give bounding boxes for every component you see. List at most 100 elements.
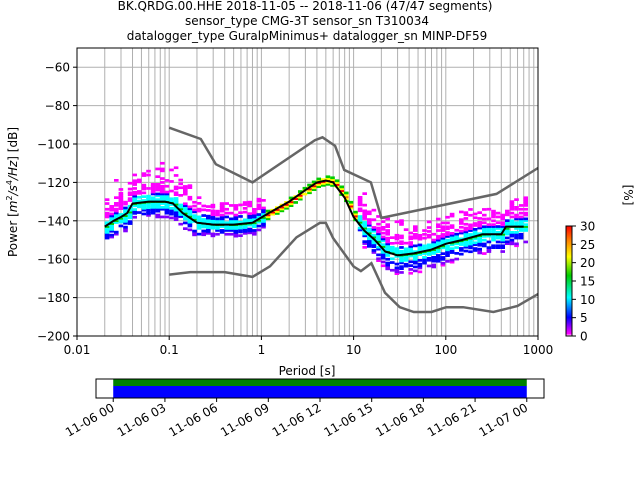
histogram-cell (482, 238, 487, 242)
histogram-cell (463, 240, 469, 243)
histogram-cell (376, 234, 381, 237)
histogram-cell (514, 221, 519, 225)
histogram-cell (491, 223, 496, 226)
histogram-cell (210, 205, 216, 209)
histogram-cell (196, 207, 202, 211)
histogram-cell (486, 207, 492, 211)
histogram-cell (206, 220, 211, 224)
histogram-cell (445, 250, 450, 254)
histogram-cell (518, 223, 524, 226)
y-tick-label: −80 (45, 99, 70, 113)
histogram-cell (123, 208, 128, 212)
histogram-cell (500, 244, 505, 248)
histogram-cell (252, 209, 257, 213)
high-noise-model-line (168, 126, 539, 220)
histogram-cell (394, 249, 400, 252)
histogram-cell (523, 211, 528, 215)
histogram-cell (109, 216, 114, 220)
histogram-cell (137, 203, 142, 207)
histogram-cell (321, 178, 326, 181)
histogram-cell (472, 212, 478, 216)
histogram-cell (261, 222, 266, 225)
histogram-cell (183, 202, 188, 206)
histogram-cell (422, 258, 427, 261)
histogram-cell (362, 221, 367, 224)
histogram-cell (385, 265, 390, 269)
histogram-cell (505, 213, 510, 217)
histogram-cell (500, 238, 505, 242)
histogram-cell (215, 213, 220, 217)
histogram-cell (132, 192, 137, 196)
histogram-cell (523, 202, 528, 205)
histogram-cell (256, 207, 262, 211)
histogram-cell (426, 220, 432, 224)
histogram-cell (491, 236, 496, 240)
histogram-cell (380, 239, 386, 243)
histogram-cell (518, 219, 524, 223)
histogram-cell (367, 212, 372, 216)
histogram-cell (523, 219, 528, 223)
histogram-cell (155, 209, 160, 213)
histogram-cell (325, 181, 331, 184)
histogram-cell (247, 223, 252, 227)
histogram-cell (242, 207, 248, 210)
histogram-cell (150, 211, 156, 215)
histogram-cell (385, 240, 390, 244)
histogram-cell (505, 236, 510, 240)
histogram-cell (500, 236, 505, 240)
ylabel-part: Power [ (6, 212, 20, 257)
histogram-cell (367, 220, 372, 223)
colorbar-tick-label: 25 (580, 238, 595, 252)
histogram-cell (150, 209, 156, 213)
histogram-cell (104, 211, 110, 215)
histogram-cell (164, 198, 170, 201)
histogram-cell (265, 213, 271, 217)
histogram-cell (514, 206, 519, 209)
histogram-cell (164, 190, 170, 194)
histogram-cell (252, 208, 257, 211)
histogram-cell (275, 208, 280, 211)
histogram-cell (187, 186, 193, 189)
histogram-cell (399, 221, 404, 224)
histogram-cell (311, 184, 317, 188)
histogram-cell (104, 202, 110, 205)
histogram-cell (173, 191, 179, 195)
histogram-cell (399, 240, 404, 244)
histogram-cell (505, 219, 510, 222)
histogram-cell (201, 233, 206, 237)
histogram-cell (403, 257, 409, 260)
histogram-cell (500, 232, 505, 236)
histogram-cell (413, 225, 418, 228)
histogram-cell (316, 183, 321, 186)
histogram-cell (229, 211, 234, 215)
histogram-cell (371, 245, 377, 248)
histogram-cell (509, 234, 515, 238)
histogram-cell (482, 221, 487, 225)
histogram-cell (146, 169, 151, 173)
histogram-cell (417, 235, 423, 239)
histogram-cell (463, 211, 469, 214)
histogram-cell (192, 210, 197, 214)
histogram-cell (150, 207, 156, 211)
histogram-cell (403, 249, 409, 253)
histogram-cell (224, 207, 229, 211)
histogram-cell (422, 259, 427, 263)
histogram-cell (445, 233, 450, 236)
histogram-cell (224, 221, 229, 225)
histogram-cell (449, 235, 455, 239)
histogram-cell (417, 253, 423, 256)
histogram-cell (500, 240, 505, 244)
histogram-cell (403, 251, 409, 255)
histogram-cell (261, 220, 266, 223)
histogram-cell (219, 213, 225, 217)
histogram-cell (206, 228, 211, 231)
histogram-cell (141, 195, 147, 198)
histogram-cell (123, 225, 128, 229)
histogram-cell (302, 192, 308, 196)
histogram-cell (371, 249, 377, 252)
histogram-cell (114, 209, 119, 213)
histogram-cell (155, 215, 160, 219)
histogram-cell (118, 207, 124, 210)
histogram-cell (399, 251, 404, 255)
histogram-cell (127, 193, 133, 197)
